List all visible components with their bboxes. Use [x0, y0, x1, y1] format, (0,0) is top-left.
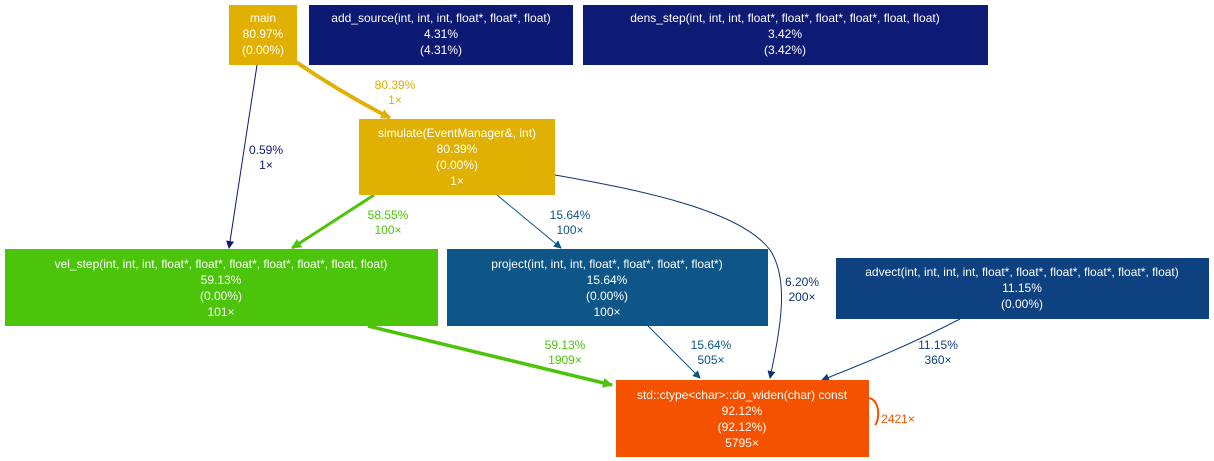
edge-label-pct: 80.39%	[375, 78, 416, 92]
node-add_source[interactable]: add_source(int, int, int, float*, float*…	[309, 5, 573, 65]
edge-label-pct: 11.15%	[918, 338, 958, 352]
node-total-pct: 80.97%	[243, 27, 284, 41]
edge-label-calls: 100×	[556, 223, 583, 237]
edge-label-calls: 1909×	[548, 353, 582, 367]
node-calls: 5795×	[725, 436, 759, 450]
node-total-pct: 59.13%	[201, 273, 242, 287]
edge-label-calls: 360×	[924, 353, 951, 367]
edge-vel_step-do_widen: 59.13% 1909×	[367, 324, 613, 388]
edge-label-pct: 6.20%	[785, 275, 819, 289]
edge-simulate-project: 15.64% 100×	[496, 194, 591, 249]
edge-label-calls: 1×	[259, 158, 273, 172]
node-advect[interactable]: advect(int, int, int, int, float*, float…	[836, 258, 1209, 319]
node-main[interactable]: main 80.97% (0.00%)	[229, 5, 297, 65]
edge-advect-do_widen: 11.15% 360×	[821, 318, 961, 382]
edge-label-calls: 505×	[697, 353, 724, 367]
edge-label-calls: 1×	[388, 93, 402, 107]
node-total-pct: 15.64%	[587, 273, 628, 287]
node-total-pct: 11.15%	[1002, 281, 1042, 295]
node-name: dens_step(int, int, int, float*, float*,…	[630, 11, 940, 25]
edge-simulate-do_widen: 6.20% 200×	[554, 174, 819, 379]
node-project[interactable]: project(int, int, int, float*, float*, f…	[447, 249, 768, 326]
node-name: advect(int, int, int, int, float*, float…	[865, 265, 1179, 279]
node-total-pct: 92.12%	[722, 404, 763, 418]
node-total-pct: 80.39%	[437, 142, 478, 156]
node-self-pct: (0.00%)	[436, 158, 478, 172]
node-self-pct: (92.12%)	[718, 420, 767, 434]
node-self-pct: (0.00%)	[586, 289, 628, 303]
edge-label-calls: 200×	[788, 290, 815, 304]
node-self-pct: (0.00%)	[242, 43, 284, 57]
edge-label-pct: 15.64%	[550, 208, 591, 222]
edge-do_widen-self: 2421×	[868, 397, 915, 426]
node-self-pct: (4.31%)	[420, 43, 462, 57]
node-simulate[interactable]: simulate(EventManager&, int) 80.39% (0.0…	[359, 119, 555, 195]
node-name: std::ctype<char>::do_widen(char) const	[637, 388, 848, 402]
edge-main-simulate: 80.39% 1×	[294, 60, 416, 120]
node-self-pct: (0.00%)	[200, 289, 242, 303]
node-calls: 100×	[593, 305, 620, 319]
node-calls: 101×	[207, 305, 234, 319]
edge-label-pct: 0.59%	[249, 143, 283, 157]
edge-label-calls: 100×	[374, 223, 401, 237]
node-calls: 1×	[450, 174, 464, 188]
node-self-pct: (3.42%)	[764, 43, 806, 57]
node-name: vel_step(int, int, int, float*, float*, …	[55, 257, 388, 271]
node-self-pct: (0.00%)	[1001, 297, 1043, 311]
node-name: simulate(EventManager&, int)	[378, 126, 536, 140]
edge-label-calls: 2421×	[881, 412, 915, 426]
edge-main-vel_step: 0.59% 1×	[226, 64, 283, 249]
edge-label-pct: 59.13%	[545, 338, 586, 352]
edge-simulate-vel_step: 58.55% 100×	[291, 193, 409, 250]
node-dens_step[interactable]: dens_step(int, int, int, float*, float*,…	[583, 5, 988, 65]
node-name: main	[250, 11, 276, 25]
node-name: project(int, int, int, float*, float*, f…	[491, 257, 722, 271]
node-total-pct: 4.31%	[424, 27, 458, 41]
node-do_widen[interactable]: std::ctype<char>::do_widen(char) const 9…	[616, 380, 869, 457]
edge-project-do_widen: 15.64% 505×	[647, 325, 732, 379]
edge-label-pct: 58.55%	[368, 208, 409, 222]
edge-label-pct: 15.64%	[691, 338, 732, 352]
node-vel_step[interactable]: vel_step(int, int, int, float*, float*, …	[5, 249, 438, 326]
node-name: add_source(int, int, int, float*, float*…	[331, 11, 550, 25]
node-total-pct: 3.42%	[768, 27, 802, 41]
